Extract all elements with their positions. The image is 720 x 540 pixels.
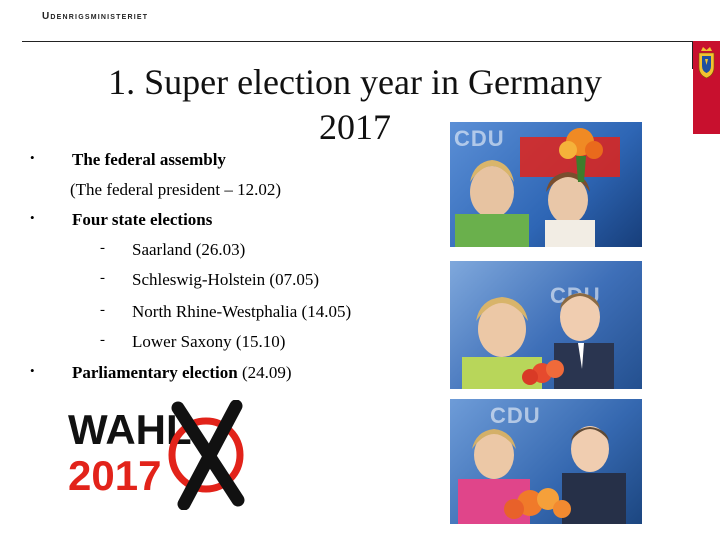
photo-banner-text: CDU [490, 403, 541, 428]
ministry-name: Udenrigsministeriet [42, 11, 149, 22]
list-item-saarland: - Saarland (26.03) [0, 240, 440, 260]
list-item-schleswig-holstein: - Schleswig-Holstein (07.05) [0, 270, 440, 290]
bullet-text: Four state elections [72, 210, 213, 229]
list-item-text: Schleswig-Holstein (07.05) [132, 270, 319, 289]
photo-banner-text: CDU [454, 126, 505, 151]
wahl-2017-logo: WAHL 2017 [66, 399, 246, 511]
slide-title-line1: 1. Super election year in Germany [108, 62, 602, 102]
bullet-text-bold: Parliamentary election [72, 363, 238, 382]
list-item-text: North Rhine-Westphalia (14.05) [132, 302, 352, 321]
header-rule [22, 41, 693, 42]
federal-president-note: (The federal president – 12.02) [70, 180, 281, 199]
logo-x-stroke [177, 399, 243, 511]
bullet-marker: • [30, 363, 35, 378]
photo-merkel-laschet: CDU [450, 399, 642, 524]
bullet-text: Parliamentary election (24.09) [72, 363, 292, 383]
list-item-north-rhine-westphalia: - North Rhine-Westphalia (14.05) [0, 302, 440, 322]
header-rule-vertical [692, 41, 693, 69]
bullet-text-date: (24.09) [237, 363, 292, 382]
logo-circle [168, 417, 244, 493]
slide-title-line2: 2017 [319, 107, 391, 147]
dash-marker: - [100, 302, 105, 318]
bullet-marker: • [30, 210, 35, 225]
dash-marker: - [100, 270, 105, 286]
list-item-lower-saxony: - Lower Saxony (15.10) [0, 332, 440, 352]
logo-year: 2017 [68, 452, 161, 499]
bullet-text: The federal assembly [72, 150, 226, 169]
coat-of-arms-icon [693, 41, 720, 134]
dash-marker: - [100, 240, 105, 256]
photo-merkel-guenther: CDU [450, 261, 642, 389]
dash-marker: - [100, 332, 105, 348]
photo-merkel-kramp-karrenbauer: CDU [450, 122, 642, 247]
bullet-marker: • [30, 150, 35, 165]
slide-title: 1. Super election year in Germany 2017 [60, 60, 650, 150]
list-item-text: Lower Saxony (15.10) [132, 332, 286, 351]
list-item-text: Saarland (26.03) [132, 240, 246, 259]
